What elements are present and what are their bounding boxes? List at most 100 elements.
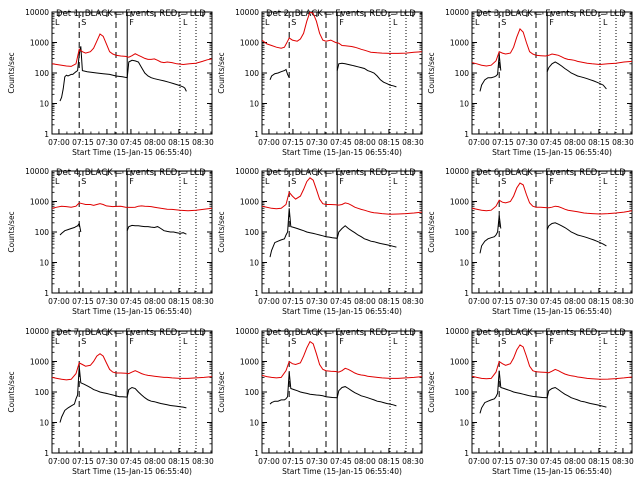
y-tick-label: 1000 <box>30 358 49 367</box>
y-tick-label: 1000 <box>30 39 49 48</box>
series-line-events <box>59 366 187 423</box>
x-tick-label: 08:30 <box>192 297 214 306</box>
y-tick-label: 100 <box>455 388 470 397</box>
marker-label: S <box>291 337 296 346</box>
marker-label: L <box>55 337 60 346</box>
marker-label: L <box>183 18 188 27</box>
plot-frame <box>51 170 213 294</box>
marker-label: L <box>603 18 608 27</box>
series-line-events <box>546 61 607 90</box>
y-tick-label: 100 <box>35 228 50 237</box>
series-line-lld <box>52 353 212 381</box>
marker-label: L <box>603 177 608 186</box>
marker-label: L <box>475 337 480 346</box>
x-tick-label: 08:15 <box>168 297 190 306</box>
y-tick-label: 1 <box>44 130 49 139</box>
y-tick-label: 10 <box>39 419 49 428</box>
plot-frame <box>471 330 633 454</box>
x-tick-label: 08:00 <box>144 138 166 147</box>
x-tick-label: 07:15 <box>492 297 514 306</box>
y-tick-label: 10000 <box>25 8 49 17</box>
marker-label: F <box>129 337 134 346</box>
y-tick-label: 10 <box>459 100 469 109</box>
marker-label: F <box>339 18 344 27</box>
y-axis-label: Counts/sec <box>427 371 436 412</box>
x-tick-label: 08:00 <box>564 138 586 147</box>
marker-label: S <box>291 18 296 27</box>
x-tick-label: 07:45 <box>330 457 352 466</box>
series-line-events <box>126 224 187 235</box>
y-tick-label: 10 <box>249 259 259 268</box>
panel-det-2: Det 2: BLACK = Events, RED = LLD11010010… <box>217 8 424 157</box>
y-tick-label: 1000 <box>240 358 259 367</box>
x-tick-label: 08:15 <box>168 138 190 147</box>
series-line-lld <box>472 28 632 67</box>
x-tick-label: 07:00 <box>468 457 490 466</box>
x-tick-label: 07:00 <box>258 138 280 147</box>
y-axis-label: Counts/sec <box>7 371 16 412</box>
x-tick-label: 07:45 <box>540 138 562 147</box>
plot-frame <box>261 11 423 135</box>
x-tick-label: 07:30 <box>306 297 328 306</box>
y-tick-label: 1 <box>254 130 259 139</box>
marker-label: L <box>475 177 480 186</box>
marker-label: F <box>129 18 134 27</box>
y-axis-label: Counts/sec <box>7 211 16 252</box>
x-tick-label: 08:00 <box>564 457 586 466</box>
panel-det-4: Det 4: BLACK = Events, RED = LLD11010010… <box>7 167 214 316</box>
marker-label: F <box>549 337 554 346</box>
x-tick-label: 07:00 <box>258 457 280 466</box>
x-tick-label: 07:15 <box>72 297 94 306</box>
y-tick-label: 10 <box>459 259 469 268</box>
series-line-lld <box>52 33 212 67</box>
x-tick-label: 08:15 <box>168 457 190 466</box>
x-tick-label: 08:30 <box>192 138 214 147</box>
y-tick-label: 1 <box>464 449 469 458</box>
marker-label: L <box>265 18 270 27</box>
x-tick-label: 07:45 <box>330 138 352 147</box>
series-line-lld <box>262 12 422 54</box>
y-tick-label: 100 <box>245 228 260 237</box>
y-axis-label: Counts/sec <box>217 52 226 93</box>
x-tick-label: 07:00 <box>48 297 70 306</box>
marker-label: L <box>183 337 188 346</box>
marker-label: S <box>81 18 86 27</box>
y-tick-label: 10000 <box>235 8 259 17</box>
panel-det-1: Det 1: BLACK = Events, RED = LLD11010010… <box>7 8 214 157</box>
marker-label: L <box>475 18 480 27</box>
x-tick-label: 08:30 <box>402 138 424 147</box>
x-tick-label: 08:00 <box>354 297 376 306</box>
x-tick-label: 07:15 <box>72 457 94 466</box>
plot-frame <box>471 11 633 135</box>
y-tick-label: 10000 <box>25 167 49 176</box>
x-tick-label: 08:15 <box>588 138 610 147</box>
x-tick-label: 07:00 <box>48 457 70 466</box>
x-tick-label: 07:30 <box>516 457 538 466</box>
x-tick-label: 07:30 <box>516 138 538 147</box>
y-tick-label: 1 <box>464 289 469 298</box>
marker-label: F <box>549 177 554 186</box>
x-axis-label: Start Time (15-Jan-15 06:55:40) <box>72 307 192 316</box>
series-line-events <box>59 222 82 236</box>
y-axis-label: Counts/sec <box>7 52 16 93</box>
marker-label: L <box>393 18 398 27</box>
series-line-events <box>59 46 187 102</box>
x-tick-label: 07:30 <box>306 457 328 466</box>
x-tick-label: 08:30 <box>612 297 634 306</box>
y-tick-label: 100 <box>35 388 50 397</box>
plot-frame <box>51 330 213 454</box>
y-tick-label: 1000 <box>450 358 469 367</box>
series-line-events <box>269 372 397 407</box>
x-tick-label: 07:45 <box>540 457 562 466</box>
y-tick-label: 100 <box>455 228 470 237</box>
x-axis-label: Start Time (15-Jan-15 06:55:40) <box>282 148 402 157</box>
x-tick-label: 07:30 <box>306 138 328 147</box>
marker-label: S <box>81 337 86 346</box>
series-line-lld <box>472 344 632 380</box>
marker-label: L <box>265 337 270 346</box>
x-axis-label: Start Time (15-Jan-15 06:55:40) <box>282 467 402 476</box>
x-tick-label: 08:00 <box>354 138 376 147</box>
y-tick-label: 1000 <box>240 39 259 48</box>
plot-frame <box>471 170 633 294</box>
y-tick-label: 100 <box>245 69 260 78</box>
